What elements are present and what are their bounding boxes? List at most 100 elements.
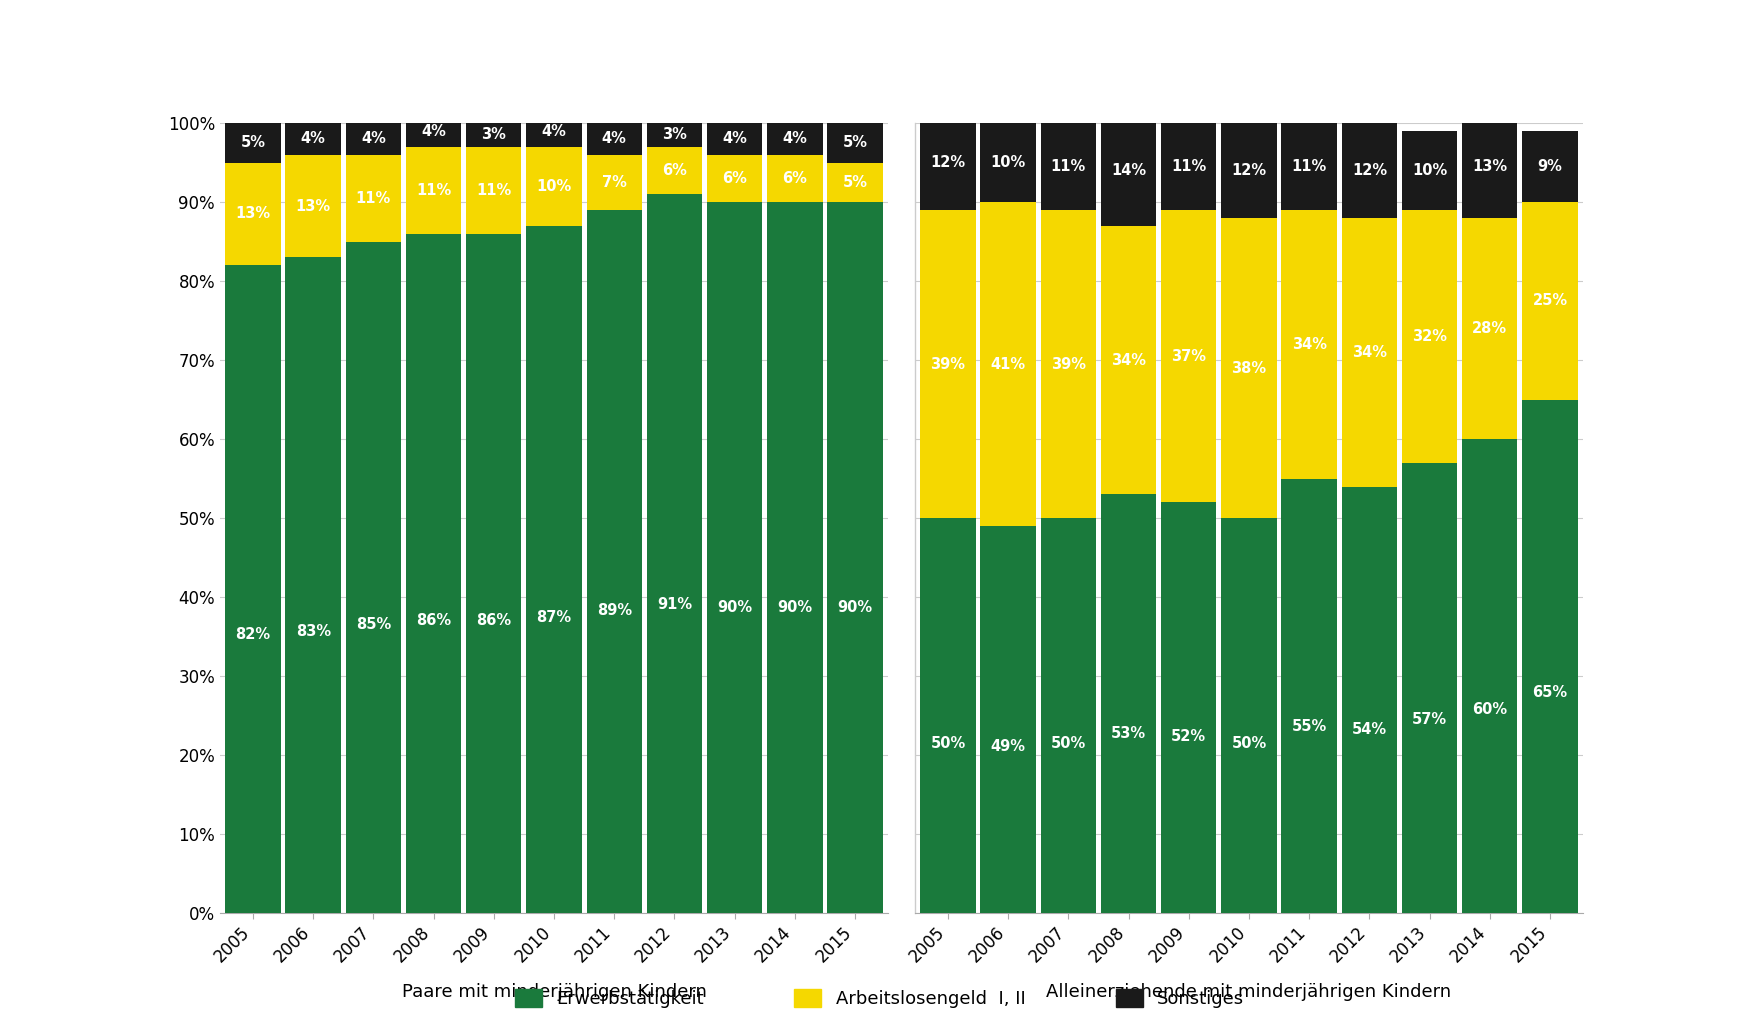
Text: 57%: 57% xyxy=(1412,712,1448,727)
Bar xyxy=(980,526,1036,913)
Text: 9%: 9% xyxy=(1537,159,1562,174)
Bar xyxy=(1161,210,1217,503)
Text: 4%: 4% xyxy=(602,131,626,147)
Bar xyxy=(285,155,341,258)
Text: 4%: 4% xyxy=(723,131,748,147)
Bar xyxy=(1402,463,1456,913)
Bar xyxy=(1522,399,1578,913)
Bar xyxy=(586,210,642,913)
Text: 52%: 52% xyxy=(1171,729,1207,744)
Text: 50%: 50% xyxy=(1231,736,1266,751)
Bar xyxy=(707,202,762,913)
Text: 60%: 60% xyxy=(1472,702,1507,717)
Text: 50%: 50% xyxy=(931,736,966,751)
Text: 55%: 55% xyxy=(1291,719,1326,734)
Bar xyxy=(1221,518,1277,913)
Text: 34%: 34% xyxy=(1353,345,1386,360)
Bar xyxy=(406,147,461,234)
Bar xyxy=(707,155,762,202)
Bar xyxy=(1522,131,1578,202)
Text: 10%: 10% xyxy=(990,155,1025,170)
Text: 39%: 39% xyxy=(931,357,966,371)
Bar xyxy=(1462,115,1518,218)
Bar xyxy=(920,210,976,518)
Text: 11%: 11% xyxy=(415,183,452,198)
Text: 4%: 4% xyxy=(783,131,807,147)
Bar xyxy=(526,226,582,913)
Bar xyxy=(827,162,883,202)
Text: 11%: 11% xyxy=(355,191,390,205)
Text: 86%: 86% xyxy=(477,614,512,629)
Text: 90%: 90% xyxy=(718,600,753,615)
Bar xyxy=(225,266,281,913)
Bar xyxy=(647,147,702,194)
Text: 86%: 86% xyxy=(417,614,450,629)
Bar xyxy=(347,155,401,242)
Text: 4%: 4% xyxy=(301,131,325,147)
Text: 4%: 4% xyxy=(420,123,447,139)
Bar xyxy=(707,123,762,155)
Text: 90%: 90% xyxy=(837,600,872,615)
Bar xyxy=(1282,210,1337,478)
Bar xyxy=(225,162,281,266)
Text: 28%: 28% xyxy=(1472,321,1507,337)
Text: 4%: 4% xyxy=(361,131,385,147)
Legend: Erwerbstätigkeit, Arbeitslosengeld  I, II, Sonstiges: Erwerbstätigkeit, Arbeitslosengeld I, II… xyxy=(505,980,1254,1017)
Bar xyxy=(1221,123,1277,218)
Bar xyxy=(767,202,823,913)
Bar xyxy=(285,123,341,155)
Bar xyxy=(466,147,521,234)
Bar xyxy=(647,194,702,913)
Text: 5%: 5% xyxy=(843,174,867,190)
Text: 6%: 6% xyxy=(783,171,807,186)
Bar xyxy=(1282,478,1337,913)
Bar xyxy=(225,123,281,162)
Text: 53%: 53% xyxy=(1112,725,1147,741)
Text: 83%: 83% xyxy=(296,624,331,638)
X-axis label: Paare mit minderjährigen Kindern: Paare mit minderjährigen Kindern xyxy=(401,983,707,1001)
Bar xyxy=(1282,123,1337,210)
Bar xyxy=(466,234,521,913)
Bar xyxy=(406,115,461,147)
Bar xyxy=(1342,486,1397,913)
Text: 50%: 50% xyxy=(1050,736,1085,751)
Text: 90%: 90% xyxy=(777,600,813,615)
Text: 7%: 7% xyxy=(602,174,626,190)
Bar xyxy=(285,258,341,913)
Text: 34%: 34% xyxy=(1112,353,1147,367)
Text: 11%: 11% xyxy=(1291,159,1326,174)
Bar xyxy=(920,115,976,210)
Bar xyxy=(1462,439,1518,913)
Text: 37%: 37% xyxy=(1171,349,1207,363)
Bar xyxy=(347,242,401,913)
Text: 12%: 12% xyxy=(1231,163,1266,179)
Bar xyxy=(980,123,1036,202)
Bar xyxy=(526,147,582,226)
Text: 49%: 49% xyxy=(990,739,1025,754)
Bar xyxy=(827,123,883,162)
Text: 12%: 12% xyxy=(931,155,966,170)
Bar xyxy=(526,115,582,147)
Text: 25%: 25% xyxy=(1532,293,1567,309)
Bar xyxy=(827,202,883,913)
Text: 85%: 85% xyxy=(355,617,390,632)
Bar xyxy=(406,234,461,913)
Bar xyxy=(1402,131,1456,210)
Text: 3%: 3% xyxy=(482,127,507,143)
Text: 6%: 6% xyxy=(661,163,686,179)
Text: 14%: 14% xyxy=(1112,163,1147,179)
Text: 12%: 12% xyxy=(1353,163,1386,179)
Bar xyxy=(347,123,401,155)
Bar xyxy=(1342,218,1397,486)
Text: 87%: 87% xyxy=(536,610,572,625)
Text: 39%: 39% xyxy=(1050,357,1085,371)
Bar xyxy=(1041,518,1096,913)
Bar xyxy=(647,123,702,147)
Text: 91%: 91% xyxy=(656,596,691,611)
Text: 5%: 5% xyxy=(843,135,867,151)
Bar xyxy=(1462,218,1518,439)
Text: 13%: 13% xyxy=(296,199,331,213)
Text: 32%: 32% xyxy=(1412,329,1448,344)
Bar xyxy=(1221,218,1277,518)
Text: 5%: 5% xyxy=(241,135,266,151)
